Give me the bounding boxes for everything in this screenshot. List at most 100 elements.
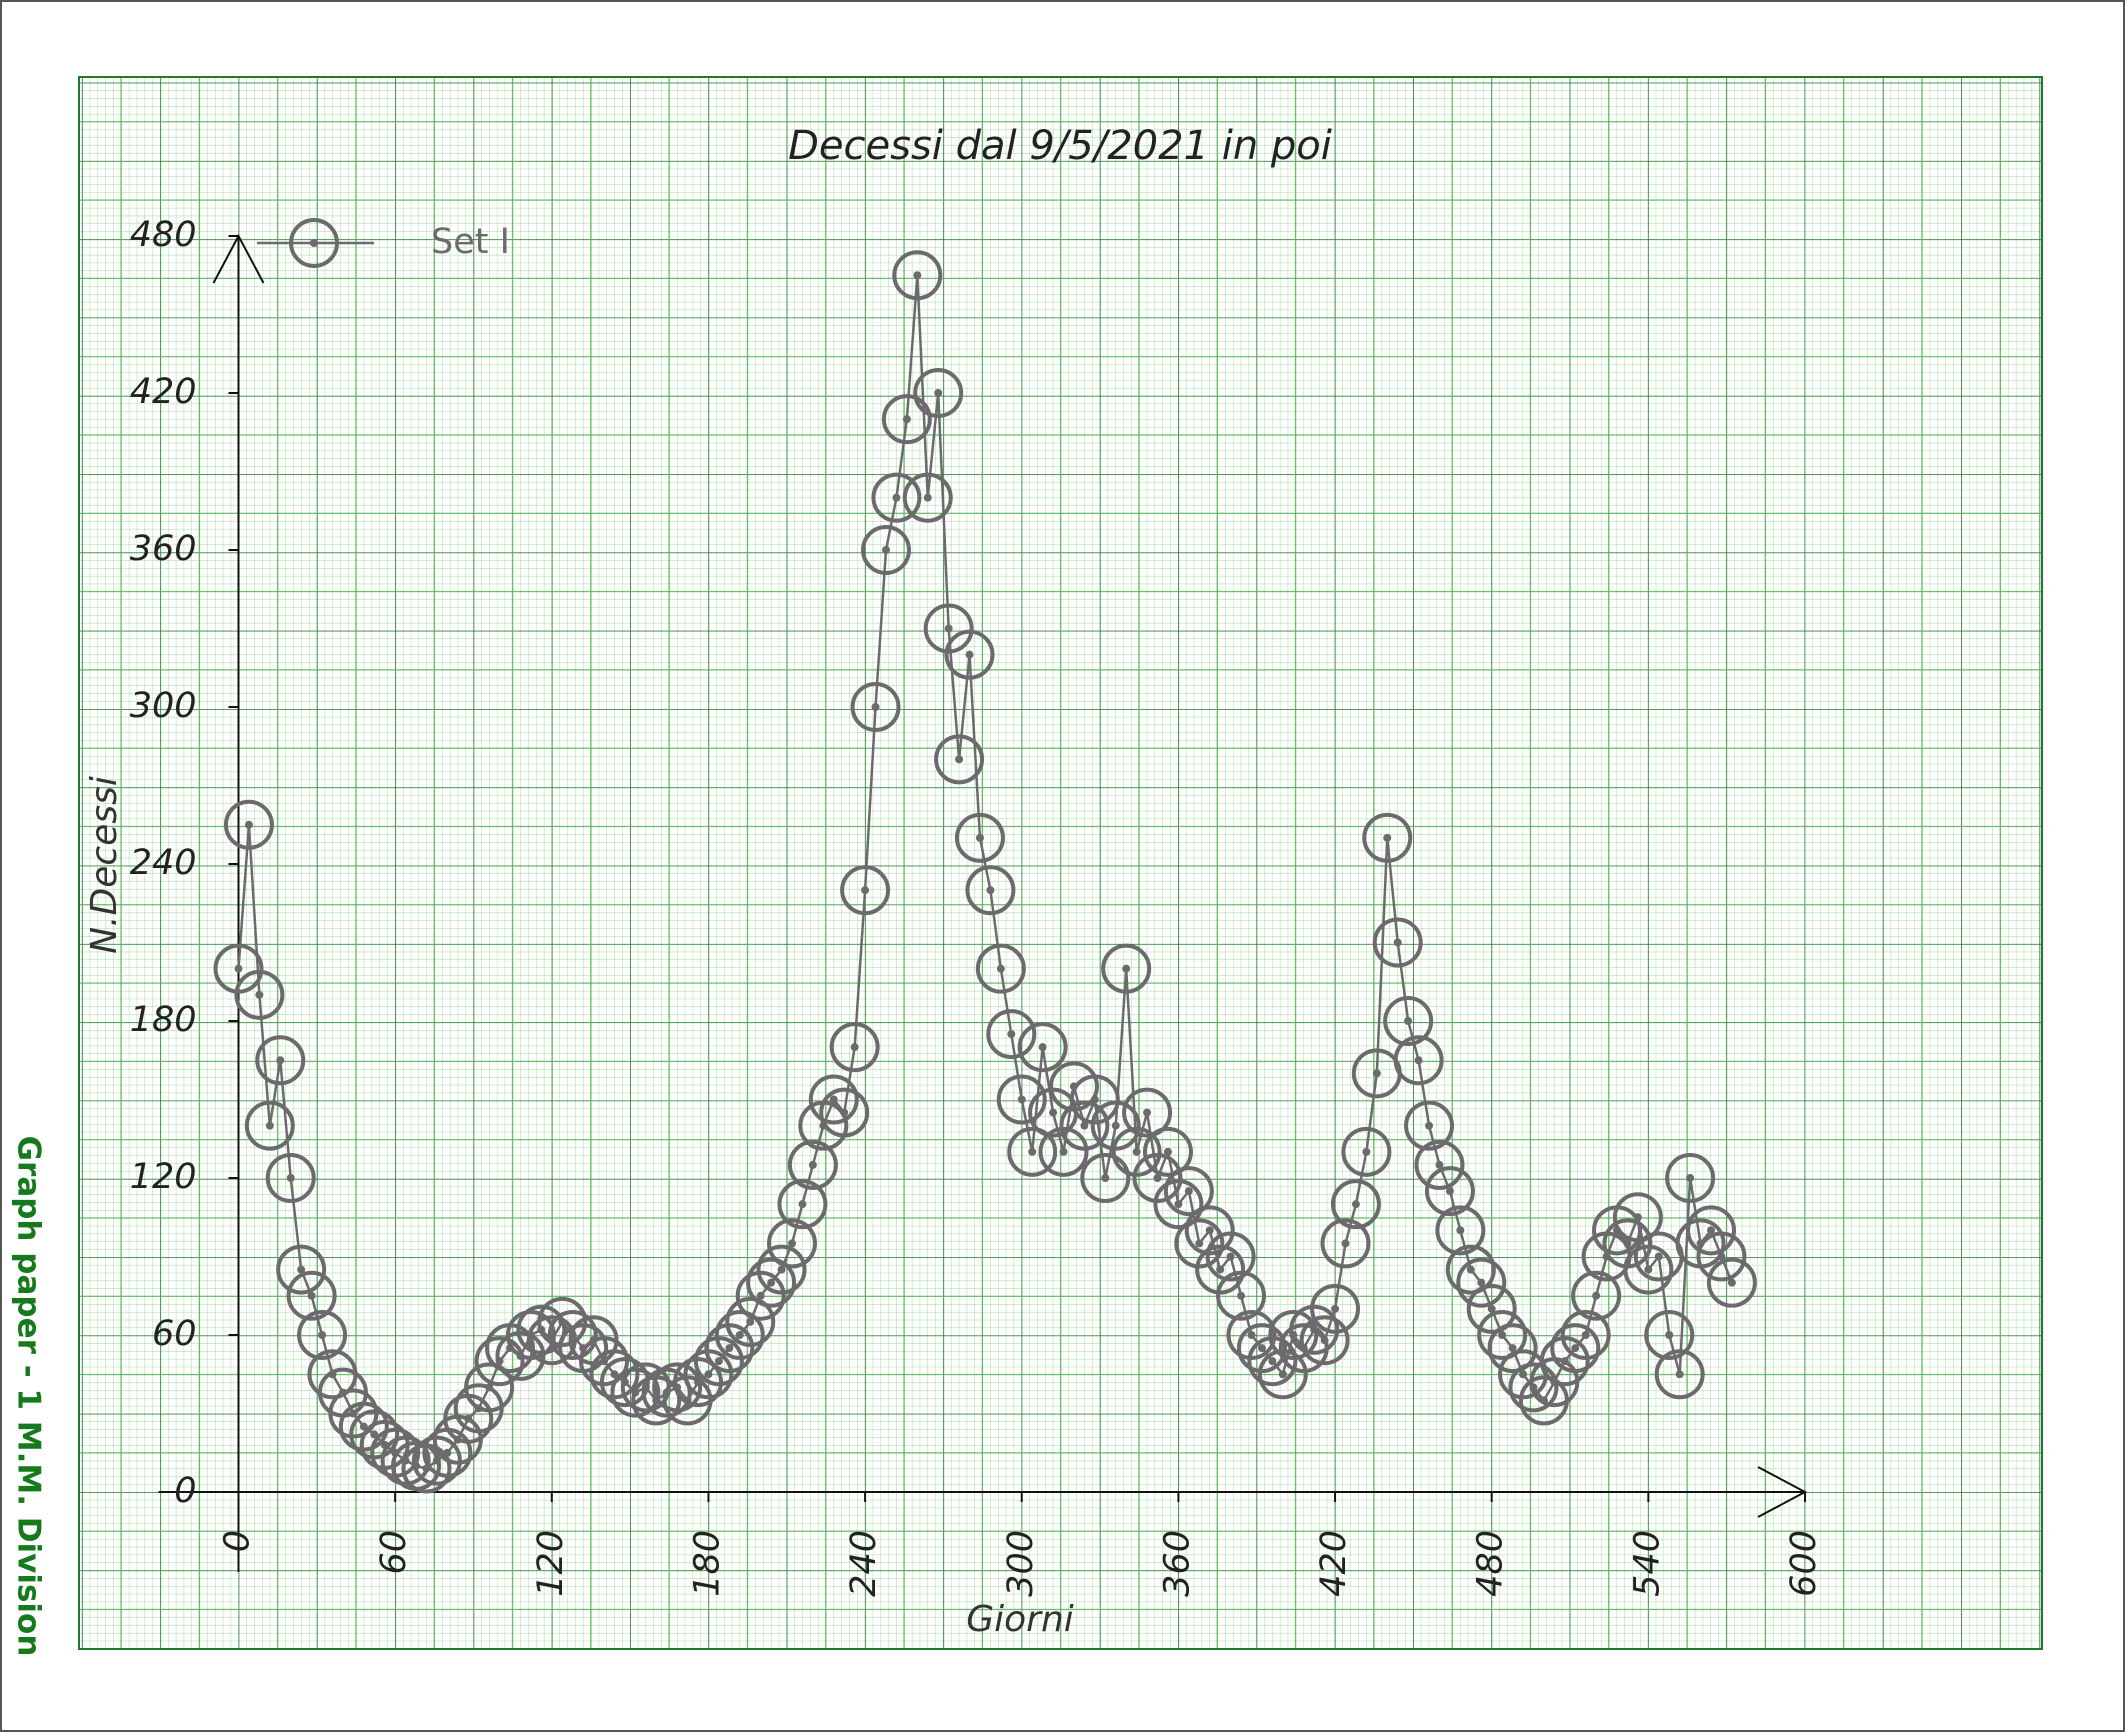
point	[505, 1310, 556, 1360]
point-dot	[1686, 1174, 1695, 1182]
point-dot	[902, 415, 911, 424]
point	[1101, 943, 1152, 994]
point-dot	[1080, 1121, 1089, 1130]
point-dot	[1059, 1147, 1068, 1156]
y-tick-label: 360	[130, 529, 197, 569]
point-dot	[276, 1056, 285, 1065]
point-dot	[767, 1278, 776, 1287]
x-tick-label: 540	[1627, 1530, 1667, 1597]
point-dot	[986, 886, 995, 895]
point-dot	[1633, 1213, 1642, 1222]
point-dot	[1571, 1344, 1580, 1353]
point-dot	[1456, 1226, 1465, 1235]
point-dot	[1237, 1291, 1246, 1300]
point	[380, 1435, 431, 1486]
point-dot	[1404, 1017, 1413, 1025]
x-tick-label: 60	[374, 1530, 414, 1575]
x-tick-label: 420	[1314, 1530, 1354, 1597]
point	[756, 1244, 807, 1295]
point-dot	[704, 1370, 713, 1379]
point	[1007, 1126, 1058, 1177]
point-dot	[1487, 1304, 1496, 1313]
point	[474, 1336, 525, 1387]
point	[1686, 1205, 1737, 1256]
point-dot	[746, 1317, 755, 1326]
point	[954, 812, 1005, 863]
point-dot	[443, 1448, 452, 1457]
x-axis-label: Giorni	[966, 1599, 1074, 1640]
point-dot	[1644, 1265, 1653, 1274]
point-dot	[1519, 1370, 1528, 1379]
point	[1330, 1179, 1381, 1230]
point	[1445, 1244, 1496, 1295]
point	[850, 682, 901, 732]
point-dot	[965, 650, 974, 659]
point	[1153, 1179, 1204, 1230]
point-dot	[1017, 1095, 1026, 1104]
point	[1487, 1323, 1538, 1374]
point	[934, 734, 985, 785]
point	[1665, 1153, 1716, 1203]
point	[1550, 1323, 1601, 1374]
point	[965, 865, 1016, 916]
point-dot	[944, 624, 953, 633]
point-dot	[1038, 1043, 1047, 1052]
point	[1571, 1270, 1622, 1321]
point-dot	[1163, 1147, 1172, 1156]
point	[1268, 1310, 1319, 1360]
y-tick-label: 480	[130, 215, 197, 255]
point-dot	[1122, 964, 1131, 973]
point-dot	[464, 1414, 473, 1423]
point	[1424, 1166, 1475, 1217]
point-dot	[850, 1043, 859, 1052]
x-tick-label: 360	[1157, 1530, 1197, 1597]
point	[871, 472, 922, 523]
point-dot	[1226, 1252, 1235, 1261]
point-dot	[234, 964, 243, 973]
point	[892, 250, 943, 301]
point-dot	[1216, 1265, 1225, 1274]
point	[464, 1362, 515, 1413]
point	[1414, 1139, 1465, 1190]
point	[986, 1009, 1037, 1060]
point	[1362, 812, 1413, 863]
point	[1508, 1362, 1559, 1413]
point	[787, 1139, 838, 1190]
point-dot	[840, 1108, 849, 1117]
x-tick-label: 480	[1471, 1530, 1511, 1597]
point	[766, 1218, 817, 1269]
point	[1435, 1205, 1486, 1256]
point	[1205, 1231, 1256, 1282]
graph-paper-major	[78, 76, 2043, 1650]
point-dot	[1477, 1278, 1486, 1287]
point-dot	[1372, 1069, 1381, 1078]
point	[913, 368, 964, 418]
point-dot	[1278, 1370, 1287, 1379]
point	[944, 629, 995, 680]
point	[1612, 1192, 1663, 1243]
point	[223, 799, 274, 850]
point-dot	[1414, 1056, 1423, 1065]
point-dot	[318, 1331, 327, 1339]
point-dot	[1581, 1331, 1590, 1339]
point-dot	[1445, 1187, 1454, 1196]
point-dot	[485, 1383, 494, 1392]
point	[652, 1362, 703, 1413]
point-dot	[871, 703, 880, 711]
point-dot	[1132, 1147, 1141, 1156]
point	[975, 943, 1026, 994]
point-dot	[1111, 1121, 1120, 1130]
point	[1456, 1257, 1507, 1308]
point-dot	[1247, 1331, 1256, 1339]
point	[1393, 1035, 1444, 1086]
point-dot	[1174, 1200, 1183, 1209]
point-dot	[1623, 1239, 1632, 1248]
point	[244, 1100, 295, 1151]
point	[234, 969, 285, 1020]
point	[516, 1304, 567, 1355]
point-dot	[829, 1095, 838, 1104]
point-dot	[808, 1160, 817, 1169]
point-dot	[1727, 1278, 1736, 1287]
